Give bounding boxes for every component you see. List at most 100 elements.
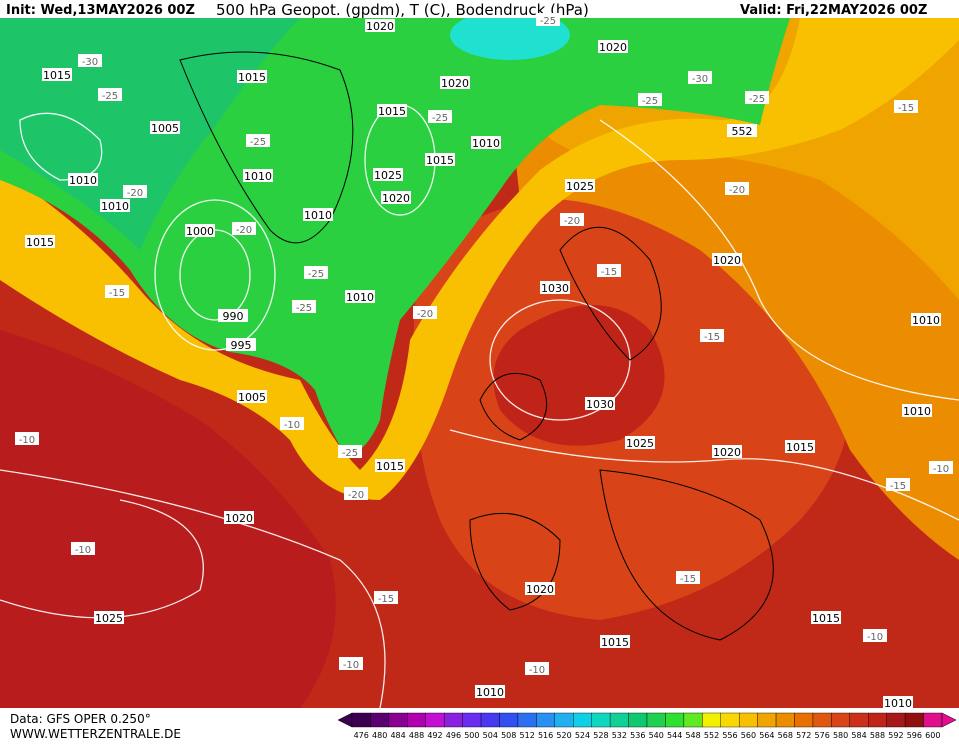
isotherm-label: -10 xyxy=(19,435,35,446)
label-box xyxy=(338,445,362,458)
label-box xyxy=(280,417,304,430)
isobar-label: 1020 xyxy=(713,446,741,459)
colorbar-swatch xyxy=(351,712,371,728)
isobar-label: 1010 xyxy=(472,137,500,150)
label-box xyxy=(712,445,742,458)
colorbar-label: 548 xyxy=(685,731,700,740)
isotherm-label: -20 xyxy=(564,216,580,227)
label-box xyxy=(929,461,953,474)
map-title: 500 hPa Geopot. (gpdm), T (C), Bodendruc… xyxy=(216,1,589,19)
isobar-label: 552 xyxy=(732,125,753,138)
colorbar-label: 556 xyxy=(722,731,737,740)
colorbar-label: 560 xyxy=(741,731,756,740)
colorbar-label: 584 xyxy=(851,731,866,740)
label-box xyxy=(638,93,662,106)
label-box xyxy=(381,191,411,204)
isobar-label: 1020 xyxy=(382,192,410,205)
isobar-label: 995 xyxy=(231,339,252,352)
isobar-label: 1005 xyxy=(238,391,266,404)
label-box xyxy=(224,511,254,524)
isobar-label: 1025 xyxy=(374,169,402,182)
colorbar-label: 476 xyxy=(354,731,369,740)
colorbar-swatch xyxy=(370,712,390,728)
colorbar-label: 508 xyxy=(501,731,516,740)
label-box xyxy=(123,185,147,198)
colorbar-swatch xyxy=(573,712,592,728)
isobar-label: 1015 xyxy=(378,105,406,118)
isobar-label: 1015 xyxy=(812,612,840,625)
isobar-label: 1010 xyxy=(244,170,272,183)
label-box xyxy=(863,629,887,642)
label-box xyxy=(425,153,455,166)
label-box xyxy=(525,662,549,675)
colorbar-swatch xyxy=(868,712,887,728)
isobar-label: 1015 xyxy=(426,154,454,167)
isotherm-label: -25 xyxy=(432,113,448,124)
colorbar-swatch xyxy=(591,712,611,728)
label-box xyxy=(68,173,98,186)
isotherm-label: -25 xyxy=(102,91,118,102)
colorbar-arrow xyxy=(941,712,957,728)
isobar-label: 1015 xyxy=(238,71,266,84)
label-box xyxy=(597,264,621,277)
label-box xyxy=(745,91,769,104)
label-box xyxy=(42,68,72,81)
label-box xyxy=(339,657,363,670)
colorbar-swatch xyxy=(480,712,500,728)
colorbar-label: 512 xyxy=(520,731,535,740)
map-labels: 1015 1005 1010 1010 1015 1000 990 995 1005 1020 10… xyxy=(15,13,953,710)
isotherm-label: -25 xyxy=(250,137,266,148)
colorbar-swatch xyxy=(775,712,795,728)
colorbar-swatch xyxy=(757,712,777,728)
isotherm-label: -10 xyxy=(933,464,949,475)
colorbar-swatch xyxy=(923,712,943,728)
colorbar-label: 580 xyxy=(833,731,848,740)
label-box xyxy=(105,285,129,298)
colorbar-swatch xyxy=(499,712,519,728)
label-box xyxy=(725,182,749,195)
label-box xyxy=(471,136,501,149)
label-box xyxy=(150,121,180,134)
colorbar-swatch xyxy=(536,712,556,728)
isotherm-label: -20 xyxy=(729,185,745,196)
isobar-label: 1010 xyxy=(101,200,129,213)
label-box xyxy=(373,168,403,181)
label-box xyxy=(344,487,368,500)
isobar-label: 1030 xyxy=(541,282,569,295)
isotherm-label: -25 xyxy=(342,448,358,459)
isotherm-label: -15 xyxy=(601,267,617,278)
label-box xyxy=(600,635,630,648)
colorbar: 476 480 484 488 492 496 500 504 508 512 516 520 524 5… xyxy=(337,712,957,740)
label-box xyxy=(413,306,437,319)
colorbar-label: 492 xyxy=(427,731,442,740)
isotherm-label: -15 xyxy=(680,574,696,585)
label-box xyxy=(375,459,405,472)
colorbar-label: 544 xyxy=(667,731,682,740)
label-box xyxy=(237,70,267,83)
colorbar-swatch xyxy=(609,712,629,728)
label-box xyxy=(237,390,267,403)
isobar-label: 1015 xyxy=(43,69,71,82)
label-box xyxy=(100,199,130,212)
colorbar-swatch xyxy=(720,712,740,728)
label-box xyxy=(811,611,841,624)
colorbar-label: 536 xyxy=(630,731,645,740)
label-box xyxy=(565,179,595,192)
colorbar-swatch xyxy=(425,712,445,728)
isotherm-label: -10 xyxy=(867,632,883,643)
colorbar-label: 480 xyxy=(372,731,387,740)
label-box xyxy=(560,213,584,226)
colorbar-label: 592 xyxy=(888,731,903,740)
isobar-label: 1015 xyxy=(376,460,404,473)
label-box xyxy=(625,436,655,449)
label-box xyxy=(428,110,452,123)
isobar-label: 1030 xyxy=(586,398,614,411)
isotherm-label: -25 xyxy=(749,94,765,105)
colorbar-swatch xyxy=(831,712,851,728)
valid-time: Valid: Fri,22MAY2026 00Z xyxy=(740,3,927,18)
colorbar-label: 520 xyxy=(556,731,571,740)
colorbar-label: 568 xyxy=(778,731,793,740)
isobar-label: 1015 xyxy=(786,441,814,454)
label-box xyxy=(232,222,256,235)
colorbar-swatch xyxy=(388,712,408,728)
